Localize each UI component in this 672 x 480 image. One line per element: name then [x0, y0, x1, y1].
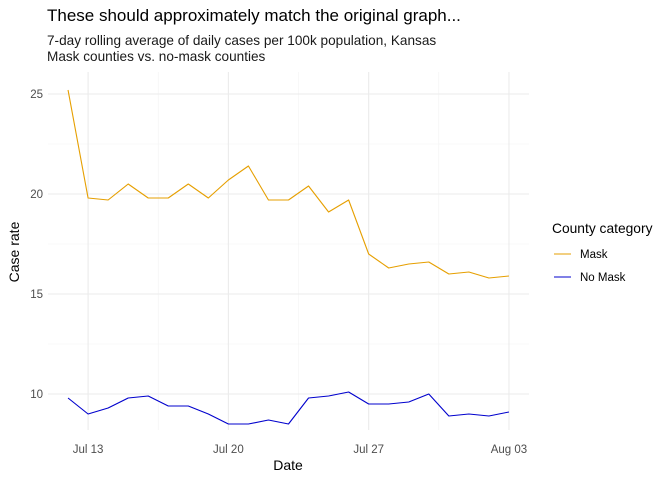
y-tick-label: 10: [30, 389, 43, 401]
x-axis-title: Date: [273, 457, 303, 473]
x-tick-label: Aug 03: [491, 444, 527, 456]
series-line-mask: [67, 89, 510, 279]
legend: County category Mask No Mask: [552, 221, 653, 284]
grid-minor: [48, 72, 529, 430]
legend-items: Mask No Mask: [554, 249, 626, 284]
y-axis-title: Case rate: [6, 221, 22, 282]
chart-title: These should approximately match the ori…: [47, 6, 461, 25]
y-axis-ticks: 10 15 20 25: [30, 89, 43, 401]
x-tick-label: Jul 27: [353, 444, 384, 456]
x-tick-label: Jul 13: [73, 444, 104, 456]
x-axis-ticks: Jul 13 Jul 20 Jul 27 Aug 03: [73, 444, 527, 456]
legend-label-no-mask: No Mask: [580, 272, 626, 284]
y-tick-label: 15: [30, 289, 43, 301]
chart-subtitle-line-1: 7-day rolling average of daily cases per…: [47, 33, 437, 48]
grid-major: [48, 72, 529, 430]
y-tick-label: 25: [30, 89, 43, 101]
series-line-no-mask: [67, 391, 510, 425]
legend-title: County category: [552, 221, 653, 236]
x-tick-label: Jul 20: [213, 444, 244, 456]
series-layer: [67, 89, 510, 425]
chart-subtitle-line-2: Mask counties vs. no-mask counties: [47, 49, 266, 64]
legend-label-mask: Mask: [580, 249, 608, 261]
y-tick-label: 20: [30, 189, 43, 201]
chart-subtitle: 7-day rolling average of daily cases per…: [47, 33, 436, 65]
